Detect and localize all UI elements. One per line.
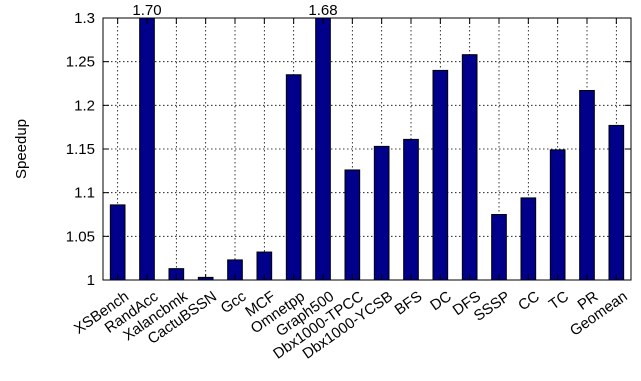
bar-dc: [432, 69, 449, 281]
bar-sssp: [491, 214, 507, 281]
x-tick-label: Gcc: [218, 288, 250, 318]
bar-cc: [520, 197, 537, 281]
y-tick-label: 1.1: [74, 185, 95, 202]
bar-xsbench: [109, 204, 126, 281]
x-tick-label: Geomean: [567, 288, 631, 340]
y-tick-label: 1: [87, 272, 95, 289]
data-label-randacc: 1.70: [132, 2, 161, 19]
y-tick-labels: 1 1.05 1.1 1.15 1.2 1.25 1.3: [66, 10, 95, 289]
x-tick-label: DC: [427, 288, 455, 314]
y-tick-label: 1.05: [66, 228, 95, 245]
y-tick-label: 1.15: [66, 141, 95, 158]
x-tick-label: CC: [515, 288, 543, 314]
data-labels: 1.70 1.68: [132, 2, 337, 19]
bar-dfs: [461, 54, 478, 281]
bar-tc: [549, 149, 566, 281]
grid-layer: [103, 18, 631, 280]
bar-dbx1000-ycsb: [373, 145, 390, 281]
bar-dbx1000-tpcc: [344, 169, 361, 281]
bar-omnetpp: [285, 74, 302, 281]
bar-graph500: [315, 17, 331, 281]
bar-pr: [579, 89, 595, 281]
y-axis-title: Speedup: [13, 119, 30, 179]
ticks-layer: [103, 17, 631, 281]
bar-randacc: [139, 17, 155, 281]
x-tick-label: TC: [546, 288, 572, 313]
x-tick-label: BFS: [392, 288, 426, 319]
y-tick-label: 1.3: [74, 10, 95, 27]
data-label-graph500: 1.68: [308, 2, 337, 19]
y-tick-label: 1.25: [66, 54, 95, 71]
x-tick-labels: XSBenchRandAccXalancbmkCactuBSSNGccMCFOm…: [71, 288, 631, 363]
bar-bfs: [403, 138, 419, 281]
y-tick-label: 1.2: [74, 97, 95, 114]
bar-geomean: [608, 124, 625, 281]
